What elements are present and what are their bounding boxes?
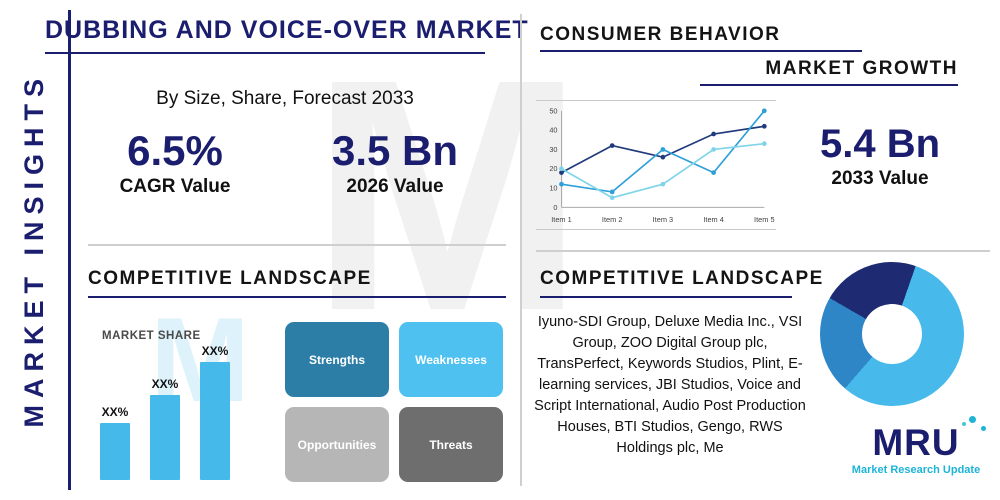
svg-text:Item 3: Item 3 xyxy=(653,215,674,224)
logo-sparkle-icon xyxy=(981,426,986,431)
svg-text:Item 1: Item 1 xyxy=(551,215,572,224)
page-subtitle: By Size, Share, Forecast 2033 xyxy=(156,88,414,109)
svg-text:10: 10 xyxy=(549,184,557,193)
bar-rect xyxy=(100,423,130,480)
cagr-value: 6.5% xyxy=(127,127,223,174)
consumer-behavior-heading: CONSUMER BEHAVIOR xyxy=(540,24,781,45)
company-list: Iyuno-SDI Group, Deluxe Media Inc., VSI … xyxy=(534,314,806,457)
svg-text:30: 30 xyxy=(549,145,557,154)
swot-opportunities: Opportunities xyxy=(285,407,389,482)
svg-text:Item 5: Item 5 xyxy=(754,215,775,224)
logo-sparkle-icon xyxy=(969,416,976,423)
logo-text: MRU xyxy=(872,422,960,463)
title-underline xyxy=(45,52,485,54)
bar-value-label: XX% xyxy=(151,376,179,391)
svg-text:20: 20 xyxy=(549,164,557,173)
market-growth-heading: MARKET GROWTH xyxy=(765,58,958,79)
competitive-left-underline xyxy=(88,296,506,298)
swot-threats: Threats xyxy=(399,407,503,482)
sidebar: MARKET INSIGHTS xyxy=(0,10,71,490)
svg-text:Item 4: Item 4 xyxy=(703,215,724,224)
line-chart-svg: 0 10 20 30 40 50 Item 1 Item 2 Item 3 Item 4 Item … xyxy=(549,106,775,224)
bar-rect xyxy=(150,394,180,480)
market-share-bar: XX% xyxy=(200,344,230,480)
cagr-label: CAGR Value xyxy=(119,176,231,198)
value-2033: 5.4 Bn xyxy=(819,122,941,166)
competitive-landscape-right-heading: COMPETITIVE LANDSCAPE xyxy=(540,268,824,289)
bar-value-label: XX% xyxy=(201,344,229,359)
market-share-label: MARKET SHARE xyxy=(102,330,201,342)
logo-sparkle-icon xyxy=(962,422,966,426)
market-share-bar: XX% xyxy=(100,405,130,480)
value-2026: 3.5 Bn xyxy=(331,127,459,174)
market-share-bar-chart: XX% XX% XX% xyxy=(100,344,270,480)
svg-text:Item 2: Item 2 xyxy=(602,215,623,224)
market-share-bar: XX% xyxy=(150,376,180,480)
market-growth-underline xyxy=(700,84,958,86)
label-2033: 2033 Value xyxy=(831,168,929,189)
competitive-landscape-left-heading: COMPETITIVE LANDSCAPE xyxy=(88,268,372,289)
swot-grid: Strengths Weaknesses Opportunities Threa… xyxy=(285,322,503,482)
svg-text:0: 0 xyxy=(553,203,557,212)
bar-rect xyxy=(200,362,230,480)
svg-text:50: 50 xyxy=(549,106,557,115)
competitive-right-underline xyxy=(540,296,792,298)
market-growth-line-chart: 0 10 20 30 40 50 Item 1 Item 2 Item 3 Item 4 Item … xyxy=(536,100,776,230)
label-2026: 2026 Value xyxy=(346,176,444,198)
stat-cagr: 6.5% CAGR Value xyxy=(80,127,270,198)
sidebar-vertical-label: MARKET INSIGHTS xyxy=(18,72,49,428)
swot-strengths: Strengths xyxy=(285,322,389,397)
page-title: DUBBING AND VOICE-OVER MARKET xyxy=(45,16,529,44)
stat-2033: 5.4 Bn 2033 Value xyxy=(790,122,970,190)
vertical-divider xyxy=(520,14,522,486)
swot-weaknesses: Weaknesses xyxy=(399,322,503,397)
stat-2026: 3.5 Bn 2026 Value xyxy=(300,127,490,198)
bar-value-label: XX% xyxy=(101,405,129,419)
left-horizontal-divider xyxy=(88,244,506,246)
svg-text:40: 40 xyxy=(549,126,557,135)
donut-chart xyxy=(820,262,964,406)
logo-tagline: Market Research Update xyxy=(851,464,981,476)
right-horizontal-divider xyxy=(536,250,990,252)
brand-logo: MRU Market Research Update xyxy=(838,416,994,476)
consumer-heading-underline xyxy=(540,50,862,52)
